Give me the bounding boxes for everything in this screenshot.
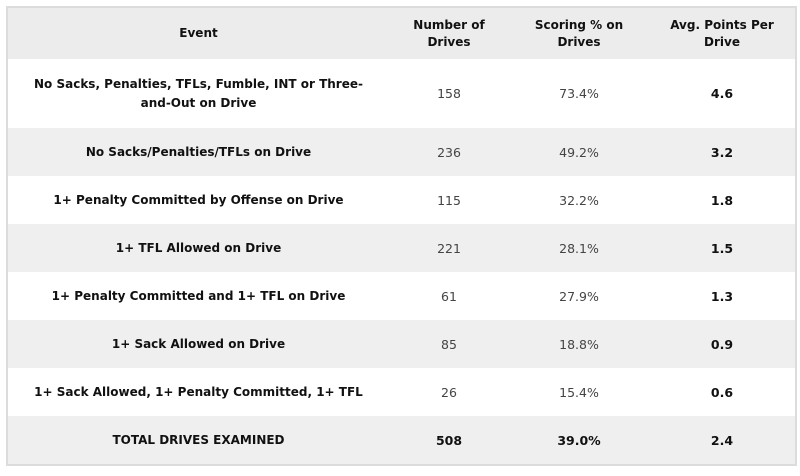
total-row: TOTAL DRIVES EXAMINED 508 39.0% 2.4 — [7, 416, 796, 465]
avg-points-cell: 3.2 — [649, 128, 796, 176]
event-cell: 1+ TFL Allowed on Drive — [7, 224, 389, 272]
avg-points-cell: 0.6 — [710, 384, 734, 400]
drives-cell: 508 — [389, 416, 509, 465]
table-row: 1+ Penalty Committed by Offense on Drive… — [7, 176, 796, 224]
table-row: 1+ Sack Allowed on Drive 85 18.8% 0.9 — [7, 320, 796, 368]
drives-cell: 85 — [389, 320, 509, 368]
avg-points-cell: 0.9 — [649, 320, 796, 368]
drives-cell: 158 — [437, 86, 461, 101]
header-event: Event — [7, 7, 389, 59]
header-avg-points: Avg. Points Per Drive — [649, 7, 796, 59]
event-cell: TOTAL DRIVES EXAMINED — [7, 416, 389, 465]
scoring-cell: 15.4% — [559, 384, 599, 400]
drives-cell: 26 — [441, 384, 457, 400]
scoring-cell: 28.1% — [509, 224, 649, 272]
event-cell: 1+ Sack Allowed, 1+ Penalty Committed, 1… — [34, 384, 363, 399]
scoring-cell: 18.8% — [509, 320, 649, 368]
avg-points-cell: 1.8 — [710, 192, 734, 208]
scoring-cell: 32.2% — [559, 192, 599, 208]
event-cell: No Sacks, Penalties, TFLs, Fumble, INT o… — [34, 76, 363, 110]
scoring-cell: 73.4% — [559, 86, 599, 101]
event-cell: 1+ Penalty Committed by Offense on Drive — [53, 192, 344, 207]
drives-cell: 236 — [389, 128, 509, 176]
avg-points-cell: 2.4 — [649, 416, 796, 465]
drives-cell: 221 — [389, 224, 509, 272]
avg-points-cell: 4.6 — [710, 86, 734, 101]
table-row: 1+ Sack Allowed, 1+ Penalty Committed, 1… — [7, 368, 796, 416]
table-row: No Sacks/Penalties/TFLs on Drive 236 49.2%… — [7, 128, 796, 176]
scoring-cell: 27.9% — [559, 288, 599, 304]
event-cell: 1+ Penalty Committed and 1+ TFL on Drive — [51, 288, 346, 303]
header-scoring-percent: Scoring % on Drives — [509, 7, 649, 59]
avg-points-cell: 1.3 — [710, 288, 734, 304]
header-number-of-drives: Number of Drives — [389, 7, 509, 59]
drives-cell: 61 — [441, 288, 457, 304]
table-row: 1+ TFL Allowed on Drive 221 28.1% 1.5 — [7, 224, 796, 272]
table-row: No Sacks, Penalties, TFLs, Fumble, INT o… — [7, 59, 796, 128]
scoring-cell: 39.0% — [509, 416, 649, 465]
avg-points-cell: 1.5 — [649, 224, 796, 272]
event-cell: 1+ Sack Allowed on Drive — [7, 320, 389, 368]
event-cell: No Sacks/Penalties/TFLs on Drive — [7, 128, 389, 176]
drives-cell: 115 — [437, 192, 461, 208]
table-row: 1+ Penalty Committed and 1+ TFL on Drive… — [7, 272, 796, 320]
drive-events-table: Event Number of Drives Scoring % on Driv… — [6, 6, 797, 466]
header-row: Event Number of Drives Scoring % on Driv… — [7, 7, 796, 59]
scoring-cell: 49.2% — [509, 128, 649, 176]
